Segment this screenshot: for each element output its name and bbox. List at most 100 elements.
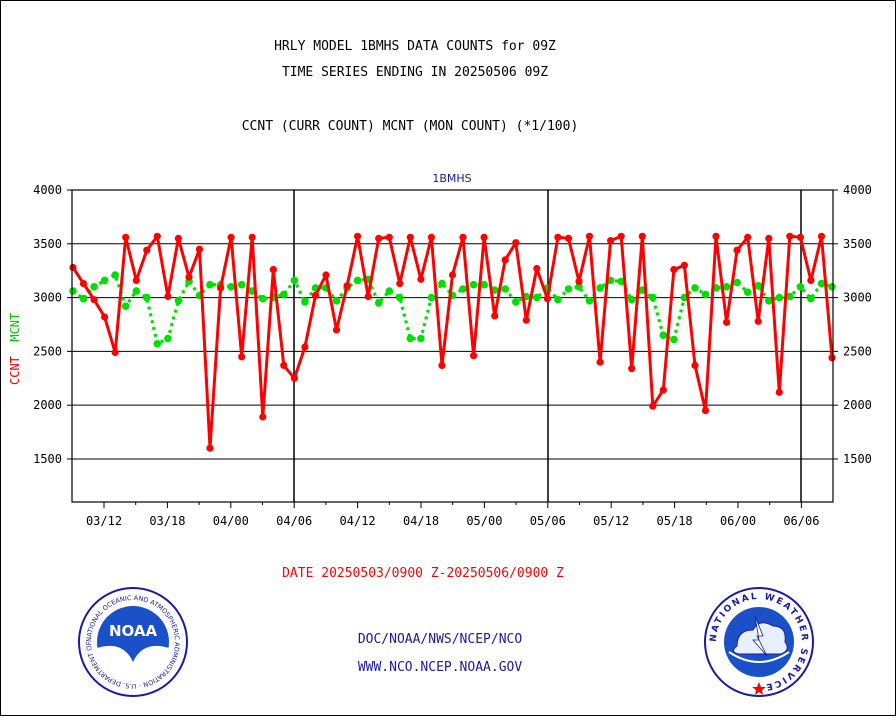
y-tick-label-right: 4000: [843, 183, 872, 197]
data-point-ccnt: [596, 358, 604, 366]
y-tick-label-right: 3500: [843, 237, 872, 251]
data-point-mcnt: [575, 283, 583, 291]
date-range: DATE 20250503/0900 Z-20250506/0900 Z: [282, 566, 564, 581]
data-point-mcnt: [480, 280, 488, 289]
data-point-mcnt: [743, 288, 752, 297]
data-point-ccnt: [691, 361, 699, 369]
data-point-ccnt: [417, 275, 425, 283]
data-point-ccnt: [301, 343, 309, 351]
data-point-mcnt: [206, 280, 214, 289]
data-point-ccnt: [174, 234, 182, 242]
data-point-mcnt: [438, 279, 446, 288]
y-tick-label-left: 2500: [33, 344, 62, 358]
x-tick-label: 05/00: [466, 514, 502, 528]
y-tick-label-left: 3500: [33, 237, 62, 251]
data-point-ccnt: [470, 352, 478, 360]
data-point-mcnt: [259, 294, 267, 303]
data-point-mcnt: [417, 334, 425, 343]
data-point-ccnt: [164, 292, 172, 301]
plot-border: [71, 189, 834, 503]
data-point-ccnt: [775, 388, 783, 396]
x-tick-label: 05/12: [593, 514, 629, 528]
data-point-mcnt: [164, 334, 172, 343]
data-point-ccnt: [501, 256, 509, 264]
data-point-mcnt: [100, 276, 109, 285]
data-point-ccnt: [143, 246, 151, 254]
data-point-mcnt: [533, 293, 541, 302]
data-point-ccnt: [575, 277, 583, 285]
data-point-mcnt: [659, 331, 668, 340]
x-tick-label: 03/12: [86, 514, 122, 528]
y-tick-label-left: 4000: [33, 183, 62, 197]
data-point-mcnt: [701, 290, 710, 299]
data-point-mcnt: [817, 279, 826, 288]
x-tick-label: 04/18: [403, 514, 439, 528]
data-point-ccnt: [185, 273, 193, 281]
noaa-logo-text: NOAA: [109, 622, 158, 640]
x-tick-label: 06/00: [720, 514, 756, 528]
data-point-mcnt: [69, 287, 77, 295]
data-point-mcnt: [280, 290, 288, 299]
y-tick-label-right: 2000: [843, 398, 872, 412]
data-point-ccnt: [238, 353, 246, 361]
data-point-ccnt: [638, 232, 646, 240]
data-point-ccnt: [701, 407, 710, 415]
data-point-ccnt: [122, 233, 130, 241]
y-tick-label-left: 3000: [33, 291, 62, 305]
data-point-ccnt: [680, 261, 689, 269]
data-point-ccnt: [332, 326, 341, 334]
y-tick-label-left: 1500: [33, 452, 62, 466]
data-point-ccnt: [564, 234, 573, 242]
data-point-mcnt: [396, 293, 404, 302]
data-point-ccnt: [248, 233, 256, 241]
data-point-mcnt: [227, 283, 235, 291]
data-point-ccnt: [649, 402, 657, 410]
series-label: 1BMHS: [432, 172, 472, 185]
data-point-ccnt: [375, 234, 383, 242]
footer-link-doc[interactable]: DOC/NOAA/NWS/NCEP/NCO: [357, 632, 523, 647]
data-point-ccnt: [311, 291, 320, 299]
data-point-mcnt: [459, 285, 467, 293]
data-point-mcnt: [501, 285, 510, 293]
data-point-mcnt: [290, 276, 299, 285]
data-point-ccnt: [617, 232, 625, 240]
data-point-mcnt: [807, 294, 815, 303]
y-tick-label-right: 1500: [843, 452, 872, 466]
y-tick-label-right: 2500: [843, 344, 872, 358]
data-point-mcnt: [374, 299, 383, 307]
data-point-ccnt: [543, 295, 552, 303]
data-point-mcnt: [512, 298, 520, 306]
data-point-mcnt: [627, 295, 636, 304]
chart-legend-text: CCNT (CURR COUNT) MCNT (MON COUNT) (*1/1…: [241, 119, 579, 134]
data-point-ccnt: [280, 361, 288, 369]
data-point-ccnt: [269, 266, 277, 274]
y-tick-label-left: 2000: [33, 398, 62, 412]
data-point-ccnt: [733, 246, 741, 254]
data-point-mcnt: [132, 287, 141, 295]
data-point-ccnt: [723, 318, 731, 326]
data-point-mcnt: [564, 285, 573, 293]
data-point-mcnt: [617, 277, 625, 286]
footer-link-website[interactable]: WWW.NCO.NCEP.NOAA.GOV: [357, 660, 523, 675]
data-point-mcnt: [786, 292, 794, 301]
data-point-mcnt: [670, 335, 678, 344]
data-point-ccnt: [807, 276, 815, 284]
data-point-ccnt: [744, 233, 752, 241]
data-point-ccnt: [628, 365, 636, 373]
data-point-mcnt: [733, 278, 741, 287]
data-point-ccnt: [322, 271, 330, 279]
data-point-ccnt: [448, 271, 457, 279]
data-point-ccnt: [607, 237, 615, 245]
x-tick-label: 04/12: [340, 514, 376, 528]
data-point-mcnt: [828, 283, 836, 291]
data-point-mcnt: [332, 297, 341, 305]
data-point-ccnt: [427, 233, 435, 241]
chart-subtitle: TIME SERIES ENDING IN 20250506 09Z: [281, 65, 549, 80]
y-tick-label-right: 3000: [843, 291, 872, 305]
data-point-mcnt: [121, 302, 130, 311]
data-point-ccnt: [79, 280, 88, 288]
data-point-ccnt: [111, 348, 119, 357]
data-point-ccnt: [364, 292, 372, 301]
x-tick-label: 06/06: [783, 514, 819, 528]
